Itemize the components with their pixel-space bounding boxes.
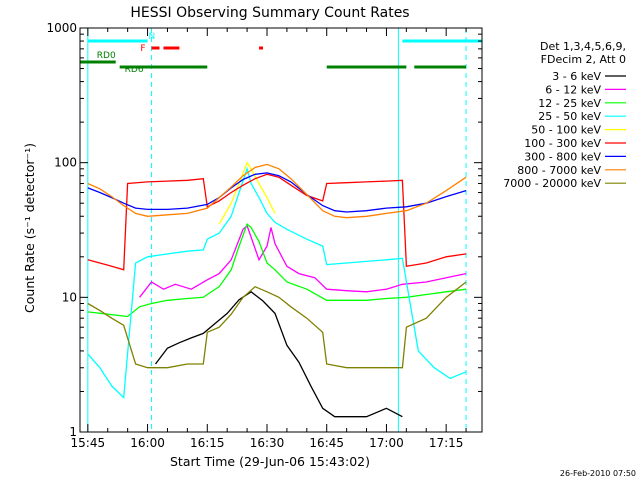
legend-label-100-300-kev: 100 - 300 keV xyxy=(524,137,601,150)
legend: Det 1,3,4,5,6,9,FDecim 2, Att 0 3 - 6 keV… xyxy=(503,40,626,190)
plot-axes: 15:45 16:00 16:15 16:30 16:45 17:00 17:15 1 10 10… xyxy=(46,21,483,450)
legend-label-3-6-kev: 3 - 6 keV xyxy=(552,70,601,83)
flag-rd6-label: RD6 xyxy=(125,65,144,75)
marker-lines xyxy=(87,28,467,432)
series-line-7000-20000-kev xyxy=(87,281,467,369)
x-tick-label: 15:45 xyxy=(71,436,106,450)
y-tick-label: 100 xyxy=(54,156,77,170)
series-line-300-800-kev xyxy=(87,172,467,213)
series-line-12-25-kev xyxy=(87,222,467,318)
legend-header-line: FDecim 2, Att 0 xyxy=(541,53,626,66)
series-line-800-7000-kev xyxy=(87,163,467,219)
legend-label-7000-20000-kev: 7000 - 20000 keV xyxy=(503,177,601,190)
series-line-50-100-kev xyxy=(218,161,276,225)
x-tick-label: 16:15 xyxy=(190,436,225,450)
y-axis-label: Count Rate (s⁻¹ detector⁻¹) xyxy=(22,143,37,313)
x-tick-label: 16:30 xyxy=(250,436,285,450)
x-tick-label: 16:45 xyxy=(309,436,344,450)
legend-label-300-800-kev: 300 - 800 keV xyxy=(524,150,601,163)
y-tick-label: 10 xyxy=(62,290,77,304)
y-tick-label: 1 xyxy=(69,425,77,439)
legend-label-800-7000-kev: 800 - 7000 keV xyxy=(517,164,601,177)
series-line-25-50-kev xyxy=(87,166,467,400)
x-axis-label: Start Time (29-Jun-06 15:43:02) xyxy=(170,454,370,469)
y-tick-label: 1000 xyxy=(46,21,77,35)
chart-title: HESSI Observing Summary Count Rates xyxy=(130,5,409,21)
series-lines xyxy=(87,161,467,418)
flag-n-label: N xyxy=(149,32,156,42)
timestamp-stamp: 26-Feb-2010 07:50 xyxy=(560,469,636,478)
flag-f-label: F xyxy=(140,44,145,54)
legend-label-12-25-kev: 12 - 25 keV xyxy=(538,97,601,110)
x-tick-label: 17:00 xyxy=(369,436,404,450)
series-line-100-300-kev xyxy=(87,173,467,271)
plot-frame xyxy=(79,27,483,433)
legend-label-25-50-kev: 25 - 50 keV xyxy=(538,110,601,123)
flag-rd0-label: RD0 xyxy=(97,51,116,61)
legend-label-6-12-kev: 6 - 12 keV xyxy=(545,83,601,96)
x-tick-label: 17:15 xyxy=(429,436,464,450)
legend-header-line: Det 1,3,4,5,6,9, xyxy=(540,40,626,53)
x-tick-label: 16:00 xyxy=(130,436,165,450)
series-line-3-6-kev xyxy=(154,291,403,418)
flag-bars: NF RD0 RD6 xyxy=(79,32,482,75)
legend-label-50-100-kev: 50 - 100 keV xyxy=(531,124,601,137)
series-line-6-12-kev xyxy=(139,224,467,298)
